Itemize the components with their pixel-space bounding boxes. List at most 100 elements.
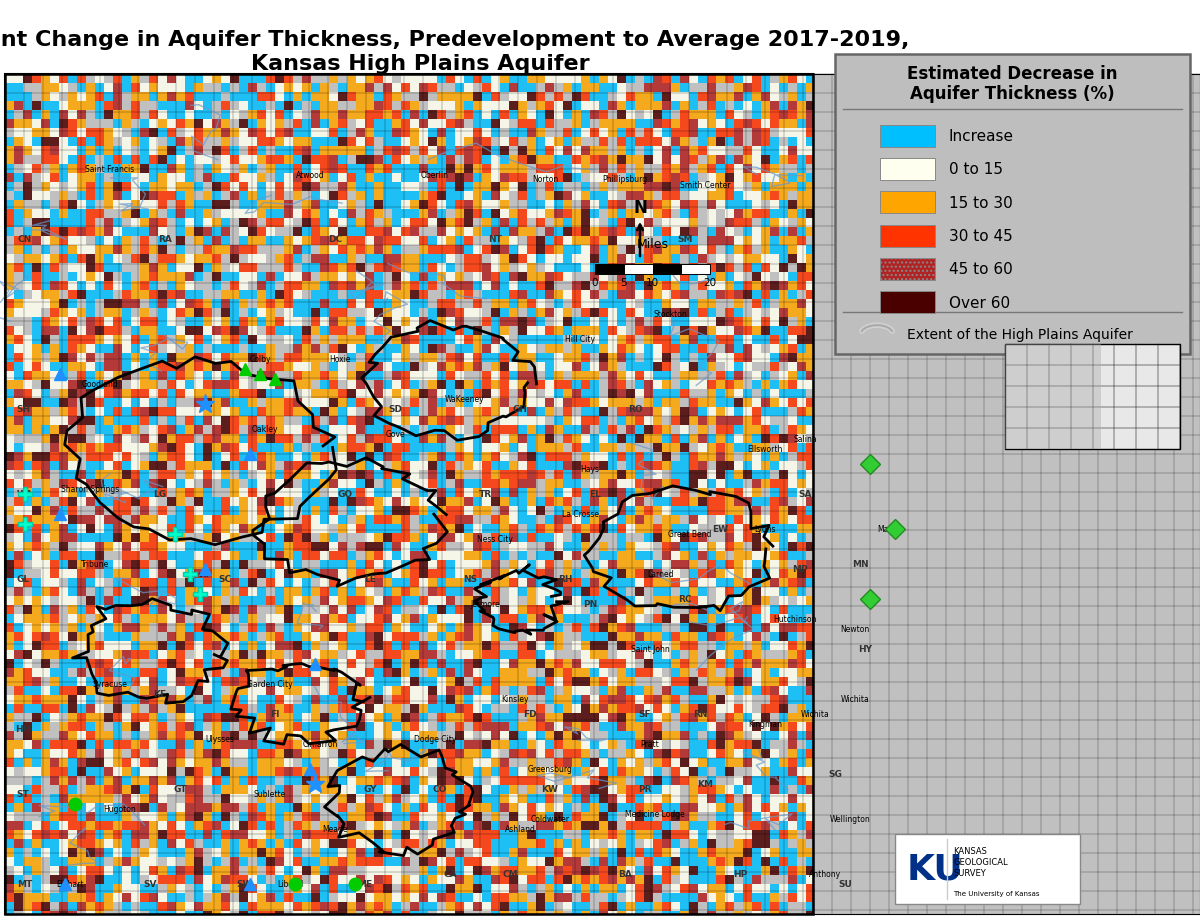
Bar	[383, 767, 392, 777]
Bar	[806, 84, 814, 93]
Bar	[131, 740, 140, 749]
Bar	[608, 794, 617, 803]
Bar	[590, 489, 599, 497]
Bar	[554, 533, 563, 542]
Bar	[383, 866, 392, 875]
Bar	[779, 758, 788, 767]
Bar	[617, 102, 626, 111]
Bar	[23, 119, 32, 129]
Bar	[167, 893, 176, 902]
Bar	[428, 740, 437, 749]
Bar	[365, 416, 374, 425]
Bar	[32, 848, 41, 857]
Bar	[743, 704, 752, 713]
Bar	[752, 767, 761, 777]
Bar	[581, 282, 590, 290]
Bar	[149, 587, 158, 596]
Bar	[545, 335, 554, 345]
Bar	[275, 461, 284, 471]
Text: Wellington: Wellington	[829, 814, 870, 823]
Bar	[140, 857, 149, 866]
Bar	[356, 119, 365, 129]
Bar	[194, 722, 203, 732]
Bar	[626, 902, 635, 911]
Bar	[779, 390, 788, 399]
Bar	[185, 111, 194, 119]
Bar	[68, 884, 77, 893]
Bar	[158, 165, 167, 174]
Text: Increase: Increase	[949, 129, 1014, 144]
Bar	[302, 138, 311, 147]
Bar	[140, 461, 149, 471]
Bar	[689, 138, 698, 147]
Bar	[140, 282, 149, 290]
Bar	[590, 309, 599, 318]
Bar	[347, 407, 356, 416]
Bar	[707, 282, 716, 290]
Bar	[518, 893, 527, 902]
Bar	[239, 480, 248, 489]
Bar	[617, 84, 626, 93]
Bar	[437, 228, 446, 237]
Bar	[293, 318, 302, 326]
Bar	[536, 668, 545, 677]
Bar	[563, 533, 572, 542]
Bar	[410, 165, 419, 174]
Bar	[653, 803, 662, 812]
Bar	[797, 363, 806, 371]
Bar	[770, 902, 779, 911]
Bar	[680, 740, 689, 749]
Bar	[122, 506, 131, 516]
Bar	[788, 651, 797, 659]
Bar	[5, 578, 14, 587]
Bar	[797, 84, 806, 93]
Bar	[410, 407, 419, 416]
Bar	[14, 803, 23, 812]
Bar	[500, 147, 509, 156]
Bar	[797, 659, 806, 668]
Bar	[113, 318, 122, 326]
Bar	[293, 767, 302, 777]
Bar	[806, 300, 814, 309]
Bar	[158, 444, 167, 452]
Bar	[221, 129, 230, 138]
Bar	[203, 138, 212, 147]
Bar	[671, 461, 680, 471]
Bar	[428, 506, 437, 516]
Bar	[707, 444, 716, 452]
Bar	[581, 290, 590, 300]
Bar	[392, 893, 401, 902]
Bar	[581, 812, 590, 821]
Bar	[572, 255, 581, 264]
Bar	[401, 245, 410, 255]
Bar	[797, 264, 806, 273]
Bar	[473, 857, 482, 866]
Bar	[338, 696, 347, 704]
Bar	[770, 525, 779, 533]
Bar	[689, 119, 698, 129]
Bar	[68, 812, 77, 821]
Bar	[50, 425, 59, 435]
Bar	[122, 200, 131, 210]
Bar	[185, 614, 194, 623]
Bar	[608, 345, 617, 354]
Bar	[5, 677, 14, 686]
Bar	[770, 380, 779, 390]
Bar	[680, 138, 689, 147]
Bar	[419, 138, 428, 147]
Bar	[41, 435, 50, 444]
Bar	[527, 84, 536, 93]
Bar	[671, 587, 680, 596]
Bar	[266, 749, 275, 758]
Bar	[689, 245, 698, 255]
Bar	[563, 75, 572, 84]
Bar	[473, 371, 482, 380]
Bar	[806, 335, 814, 345]
Bar	[347, 165, 356, 174]
Bar	[581, 686, 590, 696]
Bar	[221, 245, 230, 255]
Bar	[626, 165, 635, 174]
Bar	[32, 902, 41, 911]
Bar	[491, 713, 500, 722]
Bar	[401, 561, 410, 570]
